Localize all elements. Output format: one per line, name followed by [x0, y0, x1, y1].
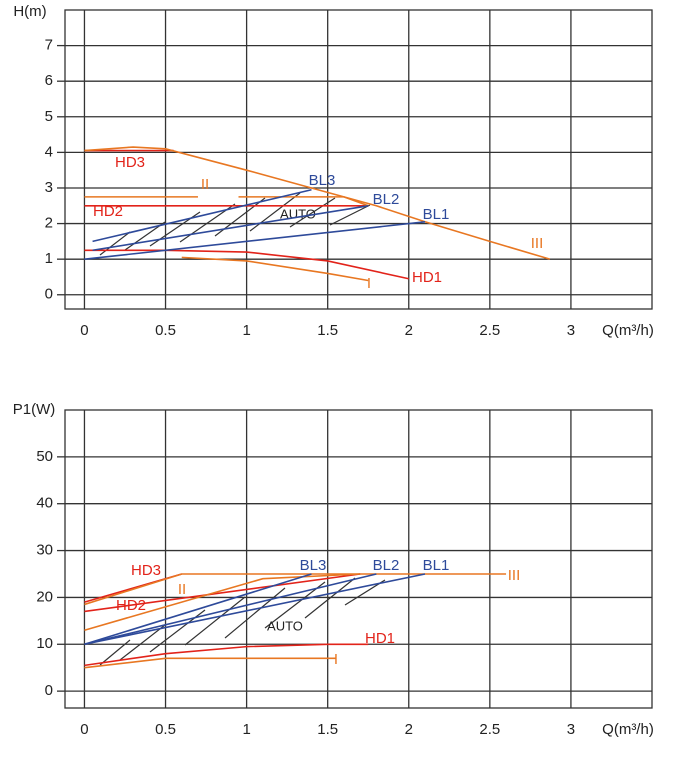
curve-label: HD2 [116, 597, 146, 614]
y-tick-label: 50 [36, 448, 53, 465]
curve-label: BL3 [309, 172, 336, 189]
curve [92, 204, 369, 252]
curve-label: HD1 [412, 269, 442, 286]
y-tick-label: 10 [36, 635, 53, 652]
curve-label: BL2 [373, 191, 400, 208]
x-tick-label: 2 [405, 322, 413, 339]
y-tick-label: 0 [45, 286, 53, 303]
curve [84, 249, 409, 280]
curve-label: BL1 [423, 557, 450, 574]
y-tick-label: 5 [45, 108, 53, 125]
curve-label: II [201, 176, 209, 193]
y-tick-label: 30 [36, 542, 53, 559]
curve [84, 573, 507, 606]
y-tick-label: 3 [45, 179, 53, 196]
curve-label: I [367, 275, 371, 292]
curve [84, 220, 426, 260]
curve [84, 573, 361, 631]
x-tick-label: 1.5 [317, 721, 338, 738]
curve [84, 573, 377, 646]
curve-label: HD1 [365, 630, 395, 647]
curve [84, 573, 361, 613]
auto-label: AUTO [267, 618, 303, 633]
x-tick-label: 1 [242, 322, 250, 339]
y-tick-label: 0 [45, 682, 53, 699]
curve-label: HD3 [115, 154, 145, 171]
y-tick-label: 1 [45, 250, 53, 267]
x-tick-label: 2.5 [479, 721, 500, 738]
auto-label: AUTO [280, 206, 316, 221]
y-axis-label: H(m) [13, 3, 46, 20]
curve-label: II [178, 581, 186, 598]
curve [84, 643, 369, 667]
x-tick-label: 1.5 [317, 322, 338, 339]
x-tick-label: 2 [405, 721, 413, 738]
curve [84, 657, 336, 669]
y-tick-label: 40 [36, 495, 53, 512]
plot-frame [64, 409, 653, 709]
curve-label: BL2 [373, 557, 400, 574]
y-tick-label: 2 [45, 215, 53, 232]
y-tick-label: 20 [36, 588, 53, 605]
x-tick-label: 0 [80, 721, 88, 738]
curve-label: III [531, 235, 544, 252]
curve [84, 196, 369, 207]
auto-hatching [99, 192, 386, 666]
curve-label: HD3 [131, 562, 161, 579]
y-tick-label: 6 [45, 72, 53, 89]
plot-frame [64, 9, 653, 310]
curve-label: I [334, 651, 338, 668]
x-tick-label: 1 [242, 721, 250, 738]
x-tick-label: 0.5 [155, 721, 176, 738]
x-axis-label: Q(m³/h) [602, 322, 654, 339]
y-tick-label: 7 [45, 37, 53, 54]
curve-label: HD2 [93, 203, 123, 220]
curve-label: BL3 [300, 557, 327, 574]
y-axis-label: P1(W) [13, 401, 56, 418]
curve [84, 573, 426, 646]
x-axis-label: Q(m³/h) [602, 721, 654, 738]
curve-label: BL1 [423, 206, 450, 223]
curve [84, 146, 551, 260]
curve [181, 256, 369, 282]
x-tick-label: 0 [80, 322, 88, 339]
curve-label: III [508, 567, 521, 584]
curve [92, 188, 312, 243]
curve [84, 573, 312, 646]
y-tick-label: 4 [45, 143, 53, 160]
x-tick-label: 3 [567, 721, 575, 738]
x-tick-label: 2.5 [479, 322, 500, 339]
x-tick-label: 0.5 [155, 322, 176, 339]
x-tick-label: 3 [567, 322, 575, 339]
